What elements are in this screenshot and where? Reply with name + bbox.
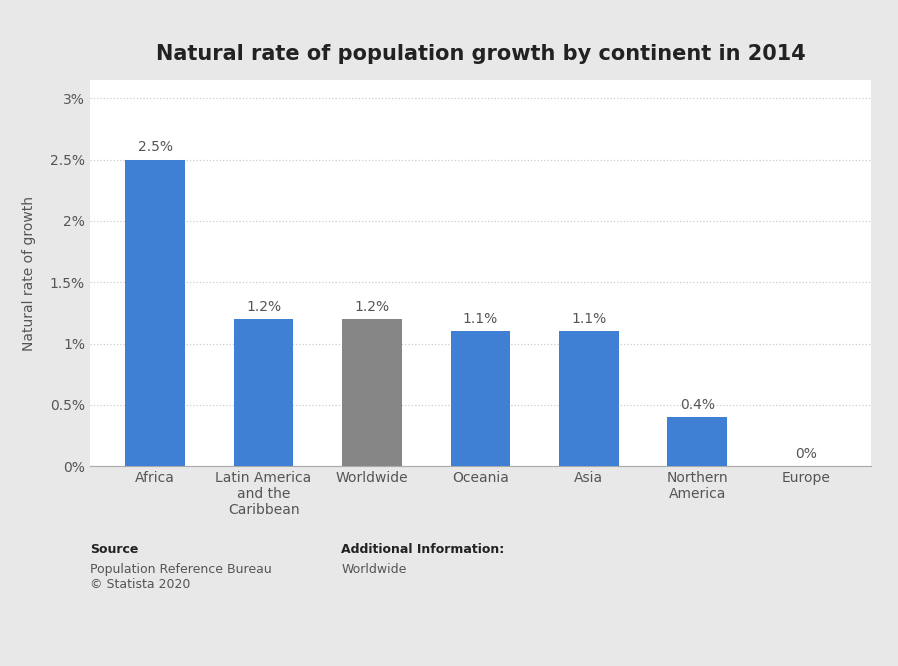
Title: Natural rate of population growth by continent in 2014: Natural rate of population growth by con…	[155, 45, 806, 65]
Bar	[126, 160, 185, 466]
Text: 1.2%: 1.2%	[355, 300, 390, 314]
Text: Population Reference Bureau
© Statista 2020: Population Reference Bureau © Statista 2…	[90, 563, 271, 591]
Text: 1.1%: 1.1%	[462, 312, 498, 326]
Text: 1.1%: 1.1%	[571, 312, 606, 326]
Bar	[451, 331, 510, 466]
Text: Worldwide: Worldwide	[341, 563, 407, 576]
Text: 1.2%: 1.2%	[246, 300, 281, 314]
Bar	[233, 319, 294, 466]
Text: 0%: 0%	[795, 447, 816, 461]
Bar	[342, 319, 401, 466]
Y-axis label: Natural rate of growth: Natural rate of growth	[22, 196, 36, 350]
Text: 0.4%: 0.4%	[680, 398, 715, 412]
Text: 2.5%: 2.5%	[137, 140, 172, 154]
Text: Additional Information:: Additional Information:	[341, 543, 505, 556]
Text: Source: Source	[90, 543, 138, 556]
Bar	[667, 417, 727, 466]
Bar	[559, 331, 619, 466]
